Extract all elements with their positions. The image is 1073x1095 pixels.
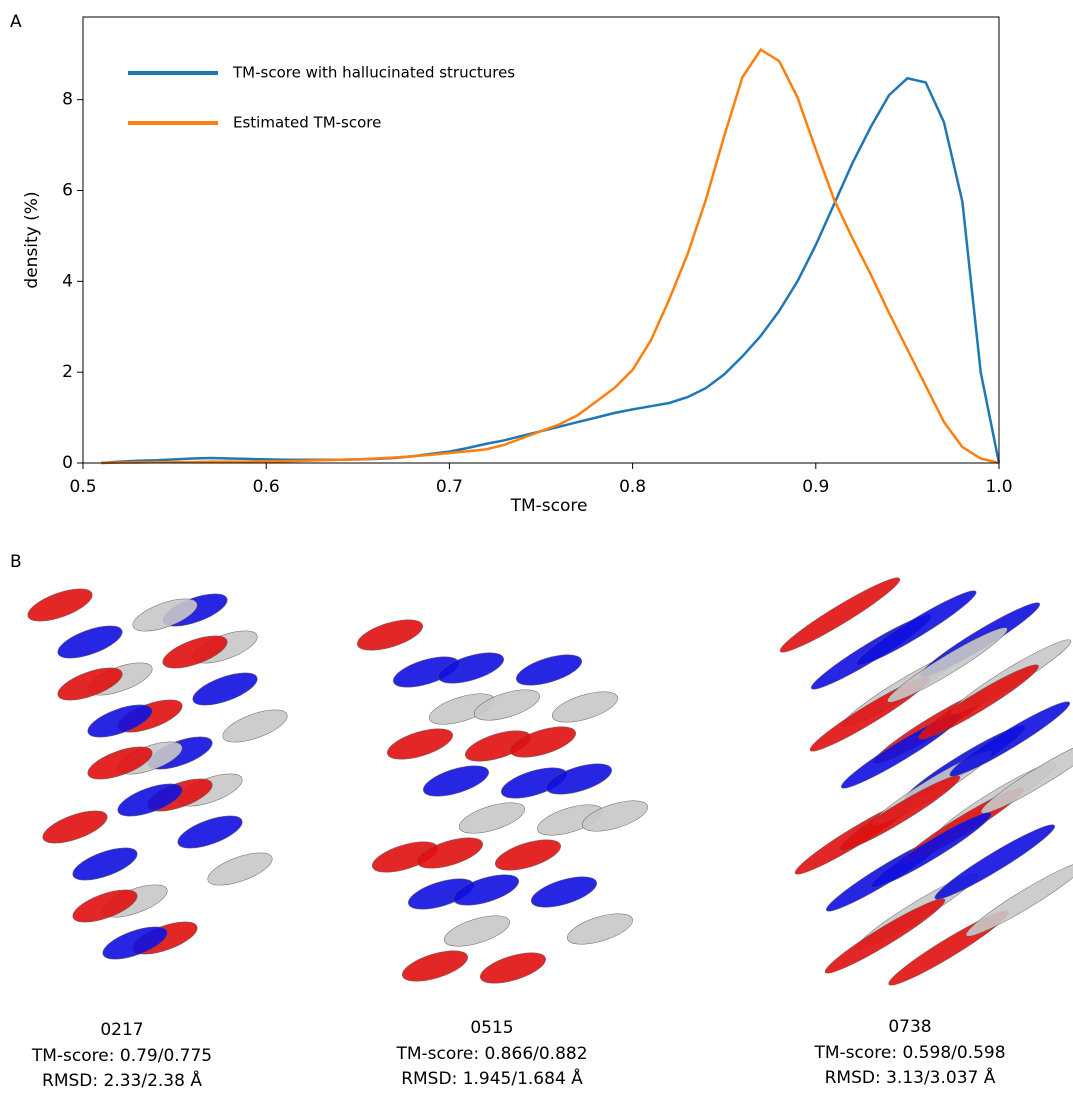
x-tick-label: 0.5: [69, 477, 96, 497]
legend-label: Estimated TM-score: [233, 114, 381, 132]
x-tick-label: 0.8: [619, 477, 646, 497]
structure-ribbon: [453, 874, 519, 906]
structure-ribbon: [567, 913, 633, 945]
structure-ribbon: [870, 812, 992, 888]
structure-ribbon: [531, 876, 597, 908]
y-axis-label: density (%): [22, 191, 42, 288]
structure-ribbon: [438, 652, 504, 684]
structure-ribbon: [582, 800, 648, 832]
x-axis-label: TM-score: [510, 496, 588, 516]
structure-ribbon: [387, 728, 453, 760]
structure-ribbon: [779, 577, 901, 653]
structure-id: 0738: [888, 1017, 931, 1037]
y-tick-label: 0: [62, 453, 73, 473]
structure-ribbon: [459, 802, 525, 834]
structure-tm: TM-score: 0.79/0.775: [31, 1046, 212, 1066]
structure-tm: TM-score: 0.866/0.882: [395, 1044, 587, 1064]
structure-ribbon: [965, 861, 1073, 937]
structure-ribbon: [824, 898, 946, 974]
structure-rmsd: RMSD: 3.13/3.037 Å: [825, 1066, 996, 1088]
structure-ribbon: [87, 704, 153, 738]
y-tick-label: 4: [62, 271, 73, 291]
structure-ribbon: [162, 635, 228, 669]
structure-ribbon: [72, 889, 138, 923]
structure-ribbon: [177, 815, 243, 849]
structure-ribbon: [980, 738, 1073, 814]
structure-ribbon: [839, 775, 961, 851]
structure-ribbon: [480, 952, 546, 984]
structure-ribbon: [102, 926, 168, 960]
structure-ribbon: [57, 667, 123, 701]
data-line: [101, 48, 1000, 465]
structure-ribbon: [72, 847, 138, 881]
y-tick-label: 6: [62, 180, 73, 200]
structure-ribbon: [516, 654, 582, 686]
structure-ribbon: [57, 625, 123, 659]
structure-ribbon: [222, 709, 288, 743]
structure-id: 0217: [100, 1020, 143, 1040]
structure-ribbon: [474, 689, 540, 721]
structure-rmsd: RMSD: 2.33/2.38 Å: [42, 1069, 202, 1091]
structure-ribbon: [552, 691, 618, 723]
panel-label: B: [10, 552, 22, 572]
panel-label: A: [10, 12, 22, 32]
structure-tm: TM-score: 0.598/0.598: [813, 1043, 1005, 1063]
structure-rmsd: RMSD: 1.945/1.684 Å: [401, 1067, 583, 1089]
x-tick-label: 0.7: [436, 477, 463, 497]
structures: [27, 577, 1073, 986]
x-tick-label: 0.9: [802, 477, 829, 497]
structure-ribbon: [132, 598, 198, 632]
structure-ribbon: [546, 763, 612, 795]
structure-ribbon: [934, 824, 1056, 900]
structure-ribbon: [207, 852, 273, 886]
structure-ribbon: [855, 590, 977, 666]
x-tick-label: 1.0: [985, 477, 1012, 497]
structure-ribbon: [87, 746, 153, 780]
structure-ribbon: [402, 950, 468, 982]
structure-id: 0515: [470, 1018, 513, 1038]
structure-ribbon: [949, 701, 1071, 777]
plot-frame: [82, 16, 1000, 464]
structure-ribbon: [495, 839, 561, 871]
structure-ribbon: [42, 810, 108, 844]
structure-ribbon: [510, 726, 576, 758]
structure-ribbon: [357, 619, 423, 651]
structure-ribbon: [27, 588, 93, 622]
structure-ribbon: [444, 915, 510, 947]
structure-ribbon: [918, 664, 1039, 740]
structure-ribbon: [117, 783, 183, 817]
structure-ribbon: [423, 765, 489, 797]
structure-ribbon: [417, 837, 483, 869]
y-tick-label: 2: [62, 362, 73, 382]
data-line: [101, 76, 1001, 465]
structure-ribbon: [192, 672, 258, 706]
y-tick-label: 8: [62, 90, 73, 110]
structure-ribbon: [887, 627, 1008, 703]
legend-label: TM-score with hallucinated structures: [232, 64, 515, 82]
x-tick-label: 0.6: [253, 477, 280, 497]
